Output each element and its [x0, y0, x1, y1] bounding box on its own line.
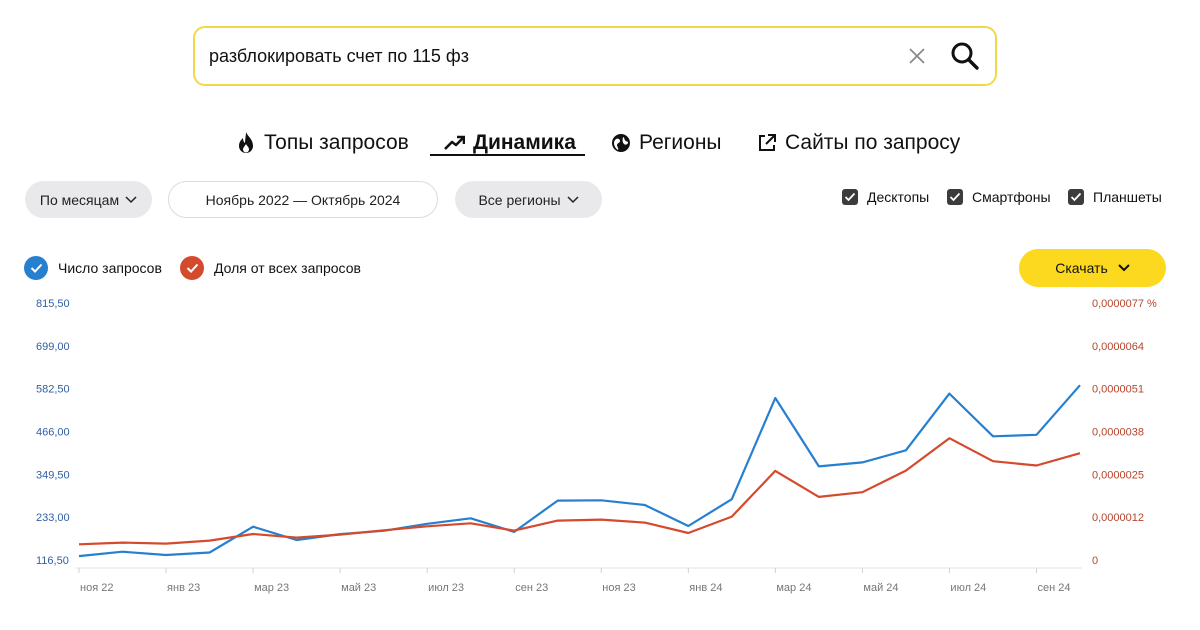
y-left-tick-label: 699,00 [36, 341, 70, 353]
y-left-tick-label: 116,50 [36, 555, 69, 567]
legend-share-label: Доля от всех запросов [214, 260, 361, 276]
tab-top-queries[interactable]: Топы запросов [236, 126, 409, 160]
tab-label: Динамика [473, 131, 576, 154]
x-tick-label: мар 23 [254, 582, 289, 594]
date-range-select[interactable]: Ноябрь 2022 — Октябрь 2024 [168, 181, 438, 218]
chevron-down-icon [1118, 264, 1130, 272]
tab-regions[interactable]: Регионы [611, 126, 722, 160]
checkbox-checked-icon [947, 189, 963, 205]
x-tick-label: июл 23 [428, 582, 464, 594]
legend-count-label: Число запросов [58, 260, 162, 276]
x-tick-label: янв 23 [167, 582, 200, 594]
device-label: Планшеты [1093, 189, 1162, 205]
y-left-tick-label: 815,50 [36, 298, 70, 310]
series-line-share [78, 437, 1081, 546]
x-tick-label: ноя 23 [602, 582, 635, 594]
x-tick-label: май 24 [863, 582, 898, 594]
device-desktop-checkbox[interactable]: Десктопы [842, 189, 929, 205]
y-left-tick-label: 582,50 [36, 384, 70, 396]
x-tick-label: сен 24 [1037, 582, 1070, 594]
trend-arrow-icon [444, 135, 465, 150]
y-right-tick-label: 0,0000064 [1092, 341, 1144, 353]
legend-count-toggle[interactable]: Число запросов [24, 256, 162, 280]
tab-label: Сайты по запросу [785, 131, 961, 154]
y-right-tick-label: 0,0000012 [1092, 512, 1144, 524]
region-select[interactable]: Все регионы [455, 181, 602, 218]
check-circle-icon [24, 256, 48, 280]
checkbox-checked-icon [1068, 189, 1084, 205]
clear-icon[interactable] [905, 44, 929, 68]
period-select-label: По месяцам [39, 191, 120, 208]
check-circle-icon [180, 256, 204, 280]
download-label: Скачать [1055, 260, 1108, 276]
y-right-tick-label: 0,0000038 [1092, 427, 1144, 439]
globe-icon [612, 134, 630, 152]
x-tick-label: янв 24 [689, 582, 722, 594]
tab-label: Топы запросов [264, 131, 409, 154]
tab-sites[interactable]: Сайты по запросу [757, 126, 960, 160]
checkbox-checked-icon [842, 189, 858, 205]
active-tab-underline [430, 154, 585, 156]
search-input[interactable]: разблокировать счет по 115 фз [193, 26, 997, 86]
x-tick-label: ноя 22 [80, 582, 113, 594]
legend-share-toggle[interactable]: Доля от всех запросов [180, 256, 361, 280]
y-left-tick-label: 349,50 [36, 469, 70, 481]
x-tick-label: май 23 [341, 582, 376, 594]
search-query-text: разблокировать счет по 115 фз [209, 45, 469, 66]
device-label: Смартфоны [972, 189, 1051, 205]
tab-label: Регионы [639, 131, 722, 154]
dynamics-chart: 116,50 233,00 349,50 466,00 582,50 699,00 815,… [36, 298, 1157, 594]
date-range-label: Ноябрь 2022 — Октябрь 2024 [205, 191, 401, 208]
tab-dynamics[interactable]: Динамика [443, 126, 576, 160]
search-icon[interactable] [949, 40, 981, 72]
external-link-icon [759, 134, 776, 151]
x-tick-label: сен 23 [515, 582, 548, 594]
download-button[interactable]: Скачать [1019, 249, 1166, 287]
tabs-bar: Топы запросов Динамика Регионы Сайты по … [0, 126, 1200, 162]
y-right-tick-label: 0,0000025 [1092, 469, 1144, 481]
device-smartphone-checkbox[interactable]: Смартфоны [947, 189, 1051, 205]
chevron-down-icon [125, 195, 137, 203]
y-right-tick-label: 0,0000051 [1092, 384, 1144, 396]
series-line-count [78, 384, 1081, 558]
chevron-down-icon [567, 195, 579, 203]
y-left-tick-label: 466,00 [36, 427, 70, 439]
period-select[interactable]: По месяцам [25, 181, 152, 218]
device-tablet-checkbox[interactable]: Планшеты [1068, 189, 1162, 205]
x-tick-label: июл 24 [950, 582, 986, 594]
x-tick-label: мар 24 [776, 582, 811, 594]
y-right-tick-label: 0 [1092, 555, 1098, 567]
y-right-tick-label: 0,0000077 % [1092, 298, 1157, 310]
device-label: Десктопы [867, 189, 930, 205]
fire-icon [239, 132, 253, 153]
y-left-tick-label: 233,00 [36, 512, 70, 524]
region-select-label: Все регионы [478, 191, 561, 208]
